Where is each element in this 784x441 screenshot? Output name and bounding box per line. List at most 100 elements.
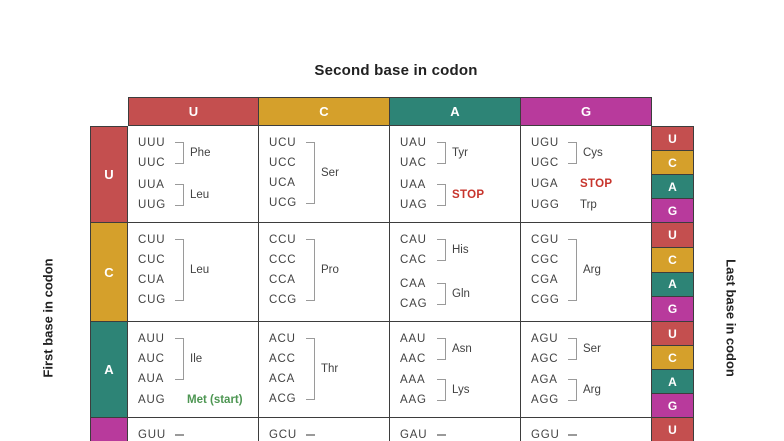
- codon-list: UUA UUG: [138, 175, 172, 215]
- codon-group: UAA UAG STOP: [400, 175, 518, 215]
- codon-list: CCU CCC CCA CCG: [269, 230, 303, 310]
- amino-acid-label: STOP: [452, 189, 485, 201]
- codon: AAC: [400, 353, 427, 365]
- codon: UGG: [531, 199, 560, 211]
- bracket: [437, 338, 446, 360]
- codon: ACG: [269, 393, 297, 405]
- row-header-C: C: [90, 223, 128, 322]
- codon-grid: U C A G U UUU UUC Phe UUA UUG Leu UCU UCC UCA UCG Ser UA…: [90, 97, 694, 441]
- cell-CA: CAU CAC His CAA CAG Gln: [390, 223, 521, 322]
- last-base-cell-U: U: [652, 223, 694, 248]
- amino-acid-label: Leu: [190, 264, 210, 276]
- codon-group: UGA STOP: [531, 174, 649, 194]
- codon-list: GAU: [400, 425, 434, 441]
- amino-acid-label: Cys: [583, 147, 603, 159]
- bracket: [568, 142, 577, 164]
- amino-acid-label: Thr: [321, 363, 339, 375]
- cell-CU: CUU CUC CUA CUG Leu: [128, 223, 259, 322]
- amino-acid-label: Arg: [583, 384, 601, 396]
- codon: UAA: [400, 179, 427, 191]
- corner-top-left: [90, 97, 128, 126]
- codon-group: AAA AAG Lys: [400, 370, 518, 410]
- codon: GCU: [269, 429, 297, 441]
- cell-AG: AGU AGC Ser AGA AGG Arg: [521, 322, 652, 418]
- codon: CCU: [269, 234, 297, 246]
- codon-list: GUU: [138, 425, 172, 441]
- last-base-cell-A: A: [652, 272, 694, 298]
- codon: UCG: [269, 197, 297, 209]
- codon: ACU: [269, 333, 296, 345]
- codon: UGA: [531, 178, 559, 190]
- codon: UUU: [138, 137, 166, 149]
- cell-AU: AUU AUC AUA Ile AUG Met (start): [128, 322, 259, 418]
- codon-group: CAA CAG Gln: [400, 274, 518, 314]
- row-header-U: U: [90, 126, 128, 223]
- amino-acid-label: Asn: [452, 343, 472, 355]
- last-base-cell-G: G: [652, 394, 694, 418]
- amino-acid-label: Gln: [452, 288, 470, 300]
- codon-list: GCU: [269, 425, 303, 441]
- codon: CAG: [400, 298, 428, 310]
- amino-acid-label: Met (start): [187, 394, 243, 406]
- codon-group: UUU UUC Phe: [138, 133, 256, 173]
- codon-group: AUU AUC AUA Ile: [138, 329, 256, 389]
- codon: UCC: [269, 157, 297, 169]
- cell-GG: GGU: [521, 418, 652, 441]
- last-base-cell-G: G: [652, 297, 694, 322]
- codon: UAG: [400, 199, 428, 211]
- last-base-cell-U: U: [652, 418, 694, 441]
- bracket: [437, 379, 446, 401]
- codon-list: AAU AAC: [400, 329, 434, 369]
- cell-UG: UGU UGC Cys UGA STOP UGG Trp: [521, 126, 652, 223]
- last-base-cell-C: C: [652, 247, 694, 273]
- codon: CAA: [400, 278, 427, 290]
- col-header-G: G: [521, 97, 652, 126]
- cell-AA: AAU AAC Asn AAA AAG Lys: [390, 322, 521, 418]
- codon: AGG: [531, 394, 559, 406]
- codon-group: CCU CCC CCA CCG Pro: [269, 230, 387, 310]
- cell-CC: CCU CCC CCA CCG Pro: [259, 223, 390, 322]
- codon: AGA: [531, 374, 558, 386]
- col-header-A: A: [390, 97, 521, 126]
- bracket: [437, 239, 446, 261]
- codon-group: AAU AAC Asn: [400, 329, 518, 369]
- codon: CAU: [400, 234, 427, 246]
- second-base-title: Second base in codon: [314, 62, 478, 79]
- codon: AAU: [400, 333, 427, 345]
- bracket: [568, 338, 577, 360]
- codon: CAC: [400, 254, 427, 266]
- codon-list: AAA AAG: [400, 370, 434, 410]
- last-base-label: Last base in codon: [723, 259, 739, 377]
- codon-list: UCU UCC UCA UCG: [269, 133, 303, 213]
- amino-acid-label: Trp: [580, 199, 597, 211]
- codon: UGU: [531, 137, 559, 149]
- amino-acid-label: Tyr: [452, 147, 468, 159]
- last-base-cell-U: U: [652, 126, 694, 151]
- row-header-G: G: [90, 418, 128, 441]
- bracket: [175, 239, 184, 301]
- last-base-cell-U: U: [652, 322, 694, 346]
- codon: AUC: [138, 353, 165, 365]
- amino-acid-label: Ser: [321, 167, 339, 179]
- cell-UC: UCU UCC UCA UCG Ser: [259, 126, 390, 223]
- codon: CGC: [531, 254, 559, 266]
- codon: CUA: [138, 274, 165, 286]
- cell-UA: UAU UAC Tyr UAA UAG STOP: [390, 126, 521, 223]
- last-base-cell-A: A: [652, 370, 694, 394]
- codon: AGU: [531, 333, 559, 345]
- codon-group: AGA AGG Arg: [531, 370, 649, 410]
- codon-list: UGU UGC: [531, 133, 565, 173]
- codon-group: GAU: [400, 425, 518, 441]
- codon-group: AUG Met (start): [138, 390, 256, 410]
- codon: GUU: [138, 429, 166, 441]
- codon: ACC: [269, 353, 296, 365]
- codon-group: UAU UAC Tyr: [400, 133, 518, 173]
- codon: CUG: [138, 294, 166, 306]
- bracket: [175, 338, 184, 380]
- codon-list: AUG: [138, 390, 172, 410]
- bracket: [437, 184, 446, 206]
- codon: UCU: [269, 137, 297, 149]
- bracket: [568, 379, 577, 401]
- bracket: [175, 142, 184, 164]
